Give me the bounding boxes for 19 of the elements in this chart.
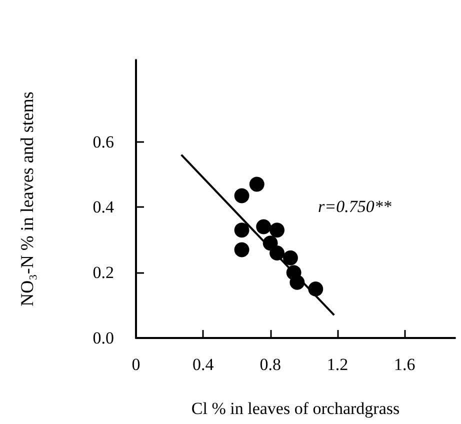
point (282, 250, 298, 266)
x-tick-label: 1.6 (394, 355, 416, 374)
annotation: r=0.750** (318, 197, 392, 216)
x-tick-label: 1.2 (326, 355, 348, 374)
y-tick-label: 0.2 (92, 263, 114, 282)
point (234, 222, 250, 238)
point (234, 188, 250, 204)
point (234, 242, 250, 258)
x-tick-label: 0.8 (260, 355, 281, 374)
x-tick-label: 0 (132, 355, 140, 374)
point (270, 222, 285, 238)
y-tick-label: 0.0 (92, 328, 114, 348)
y-tick-label: 0.4 (92, 198, 114, 217)
x-tick-label: 0.4 (192, 355, 214, 374)
y-tick-label: 0.6 (92, 132, 114, 152)
point (256, 219, 272, 234)
point (249, 176, 264, 192)
y-axis-title: NO₃-N % in leaves and stems (17, 92, 37, 306)
x-axis-title: Cl % in leaves of orchardgrass (191, 399, 400, 418)
